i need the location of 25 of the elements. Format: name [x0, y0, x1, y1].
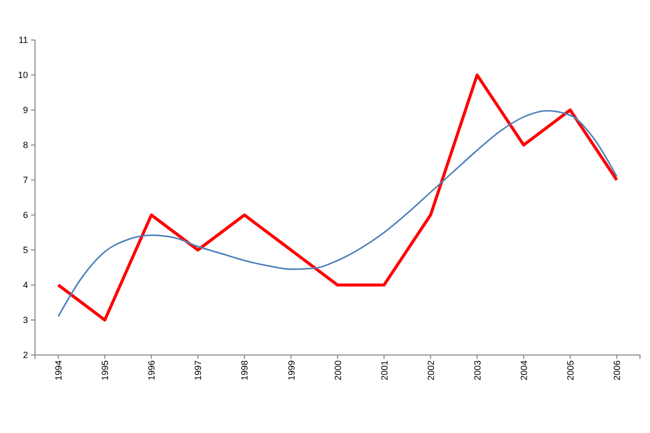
- y-tick-label: 5: [22, 244, 28, 255]
- x-tick-label: 1995: [100, 360, 110, 380]
- y-tick-label: 7: [22, 174, 28, 185]
- line-series: [58, 110, 618, 318]
- y-tick-label: 11: [18, 34, 28, 45]
- x-tick-label: 1994: [54, 360, 64, 380]
- y-tick-label: 2: [22, 350, 28, 360]
- y-tick-label: 8: [22, 140, 28, 150]
- y-tick-label: 3: [22, 314, 28, 325]
- x-tick-label: 2004: [518, 360, 529, 380]
- x-tick-label: 1999: [286, 360, 296, 380]
- x-tick-label: 2002: [426, 360, 436, 380]
- x-tick-label: 1996: [146, 360, 157, 380]
- y-tick-label: 6: [22, 210, 28, 220]
- y-tick-label: 10: [18, 70, 28, 80]
- y-tick-label: 4: [22, 280, 28, 290]
- x-tick-label: 1997: [193, 360, 204, 380]
- x-tick-label: 2005: [565, 360, 576, 380]
- x-tick-label: 1998: [240, 360, 250, 380]
- x-tick-label: 2006: [612, 360, 622, 380]
- x-tick-label: 2003: [472, 360, 482, 380]
- line-series: [56, 74, 618, 322]
- x-tick-label: 2001: [379, 360, 390, 380]
- x-tick-label: 2000: [332, 360, 343, 380]
- y-tick-label: 9: [22, 104, 28, 115]
